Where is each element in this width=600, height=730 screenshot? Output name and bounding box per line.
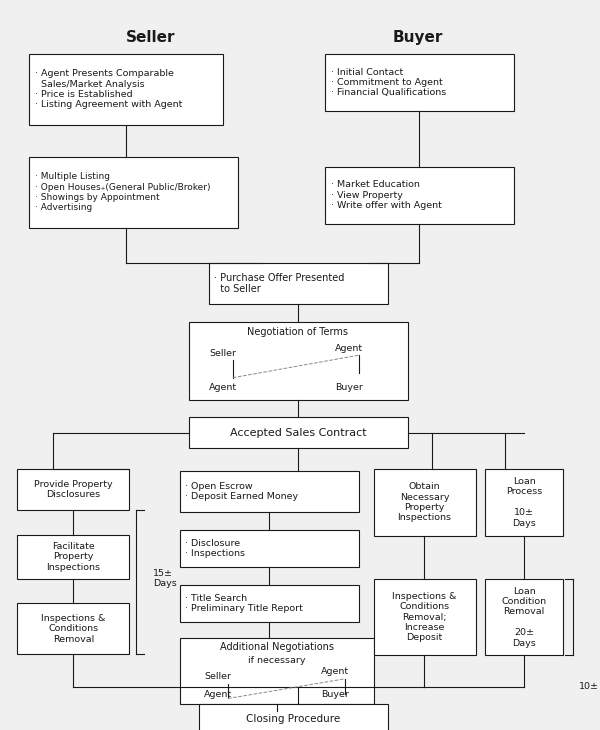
FancyBboxPatch shape bbox=[189, 322, 407, 400]
Text: if necessary: if necessary bbox=[248, 656, 305, 665]
FancyBboxPatch shape bbox=[179, 585, 359, 622]
FancyBboxPatch shape bbox=[325, 54, 514, 111]
Text: · Initial Contact
· Commitment to Agent
· Financial Qualifications: · Initial Contact · Commitment to Agent … bbox=[331, 67, 446, 97]
Text: Agent: Agent bbox=[335, 344, 364, 353]
Text: Loan
Condition
Removal

20±
Days: Loan Condition Removal 20± Days bbox=[502, 587, 547, 648]
FancyBboxPatch shape bbox=[374, 469, 476, 536]
Text: Buyer: Buyer bbox=[392, 30, 443, 45]
Text: 15±
Days: 15± Days bbox=[154, 569, 177, 588]
Text: Buyer: Buyer bbox=[321, 690, 349, 699]
Text: Negotiation of Terms: Negotiation of Terms bbox=[247, 326, 349, 337]
FancyBboxPatch shape bbox=[325, 166, 514, 223]
FancyBboxPatch shape bbox=[199, 704, 388, 730]
Text: Agent: Agent bbox=[209, 383, 237, 392]
FancyBboxPatch shape bbox=[209, 263, 388, 304]
Text: · Open Escrow
· Deposit Earned Money: · Open Escrow · Deposit Earned Money bbox=[185, 482, 298, 502]
FancyBboxPatch shape bbox=[179, 638, 374, 704]
FancyBboxPatch shape bbox=[29, 54, 223, 125]
Text: Buyer: Buyer bbox=[335, 383, 364, 392]
Text: · Purchase Offer Presented
  to Seller: · Purchase Offer Presented to Seller bbox=[214, 273, 345, 294]
Text: Agent: Agent bbox=[205, 690, 232, 699]
Text: Loan
Process

10±
Days: Loan Process 10± Days bbox=[506, 477, 542, 528]
Text: · Multiple Listing
· Open Houses₊(General Public/Broker)
· Showings by Appointme: · Multiple Listing · Open Houses₊(Genera… bbox=[35, 172, 211, 212]
Text: · Market Education
· View Property
· Write offer with Agent: · Market Education · View Property · Wri… bbox=[331, 180, 442, 210]
FancyBboxPatch shape bbox=[17, 534, 129, 579]
Text: Inspections &
Conditions
Removal: Inspections & Conditions Removal bbox=[41, 614, 106, 644]
Text: · Title Search
· Preliminary Title Report: · Title Search · Preliminary Title Repor… bbox=[185, 593, 303, 613]
Text: · Disclosure
· Inspections: · Disclosure · Inspections bbox=[185, 539, 245, 558]
FancyBboxPatch shape bbox=[17, 469, 129, 510]
Text: · Agent Presents Comparable
  Sales/Market Analysis
· Price is Established
· Lis: · Agent Presents Comparable Sales/Market… bbox=[35, 69, 182, 110]
FancyBboxPatch shape bbox=[485, 469, 563, 536]
FancyBboxPatch shape bbox=[179, 471, 359, 512]
Text: Facilitate
Property
Inspections: Facilitate Property Inspections bbox=[46, 542, 100, 572]
Text: Accepted Sales Contract: Accepted Sales Contract bbox=[230, 428, 367, 437]
FancyBboxPatch shape bbox=[179, 530, 359, 567]
Text: Seller: Seller bbox=[125, 30, 175, 45]
FancyBboxPatch shape bbox=[485, 579, 563, 656]
FancyBboxPatch shape bbox=[29, 157, 238, 228]
Text: Seller: Seller bbox=[205, 672, 232, 681]
Text: Obtain
Necessary
Property
Inspections: Obtain Necessary Property Inspections bbox=[398, 483, 452, 523]
Text: Closing Procedure: Closing Procedure bbox=[247, 714, 341, 724]
FancyBboxPatch shape bbox=[374, 579, 476, 656]
FancyBboxPatch shape bbox=[189, 417, 407, 448]
Text: Agent: Agent bbox=[321, 667, 349, 677]
Text: 10±: 10± bbox=[580, 683, 599, 691]
FancyBboxPatch shape bbox=[17, 603, 129, 654]
Text: Seller: Seller bbox=[210, 349, 237, 358]
Text: Inspections &
Conditions
Removal;
Increase
Deposit: Inspections & Conditions Removal; Increa… bbox=[392, 592, 457, 642]
Text: Provide Property
Disclosures: Provide Property Disclosures bbox=[34, 480, 113, 499]
Text: Additional Negotiations: Additional Negotiations bbox=[220, 642, 334, 653]
